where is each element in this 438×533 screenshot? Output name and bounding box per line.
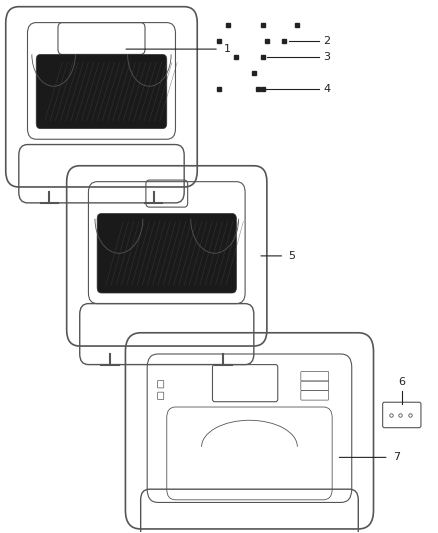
Text: 4: 4: [323, 84, 331, 94]
Text: 6: 6: [398, 377, 405, 387]
Text: 3: 3: [323, 52, 330, 62]
FancyBboxPatch shape: [97, 214, 237, 293]
Text: 5: 5: [289, 251, 296, 261]
Text: 7: 7: [393, 453, 400, 463]
Text: 2: 2: [323, 36, 331, 46]
Text: 1: 1: [223, 44, 230, 54]
FancyBboxPatch shape: [36, 54, 167, 128]
